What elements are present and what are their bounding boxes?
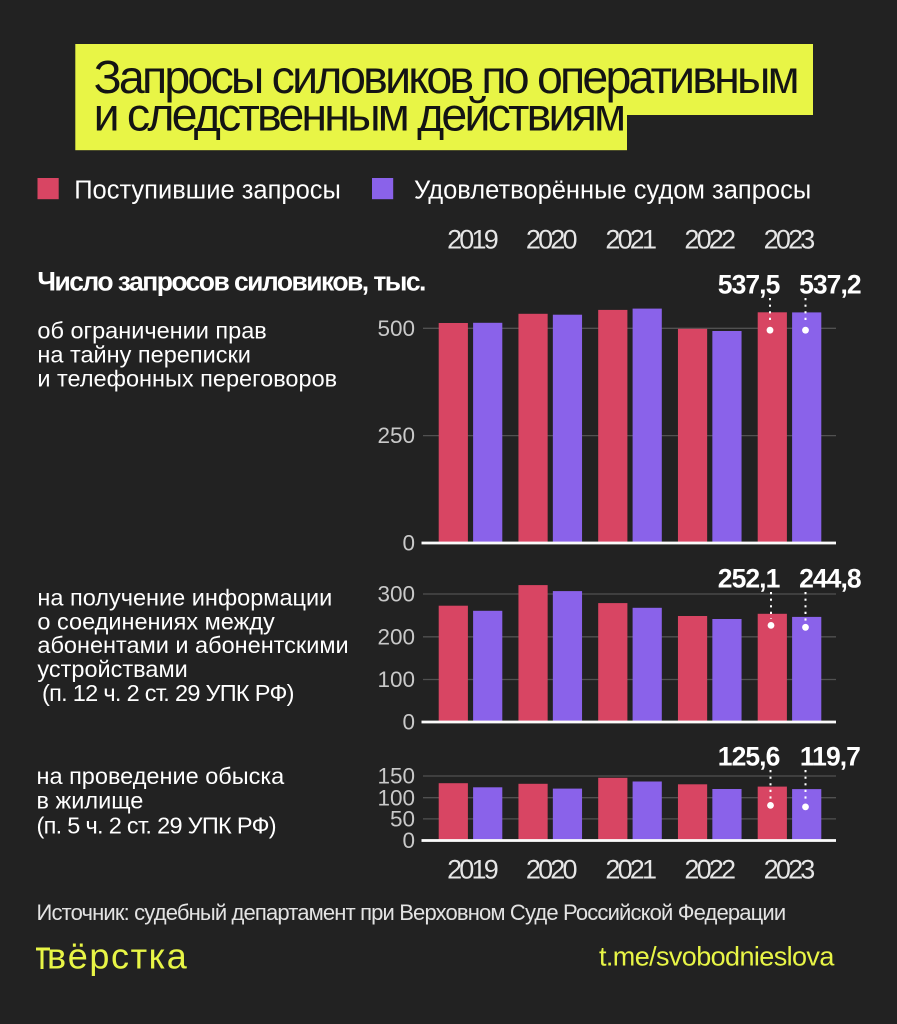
svg-text:252,1: 252,1 (718, 564, 780, 594)
svg-text:0: 0 (402, 531, 415, 556)
svg-text:2019: 2019 (447, 224, 498, 254)
svg-text:0: 0 (402, 828, 415, 853)
svg-text:537,5: 537,5 (718, 269, 780, 299)
svg-text:2023: 2023 (764, 224, 815, 254)
svg-text:2022: 2022 (684, 854, 735, 884)
svg-text:50: 50 (390, 807, 415, 832)
svg-text:2022: 2022 (684, 224, 735, 254)
svg-text:на получение информации: на получение информации (37, 584, 332, 610)
svg-text:(п. 12 ч. 2 ст. 29 УПК РФ): (п. 12 ч. 2 ст. 29 УПК РФ) (42, 680, 294, 706)
svg-text:о соединениях между: о соединениях между (37, 608, 275, 634)
svg-text:300: 300 (377, 582, 415, 607)
svg-text:2020: 2020 (526, 224, 577, 254)
svg-text:Запросы силовиков по оперативн: Запросы силовиков по оперативным (94, 51, 797, 103)
svg-text:устройствами: устройствами (37, 656, 187, 682)
svg-text:абонентами и абонентскими: абонентами и абонентскими (37, 632, 348, 658)
svg-text:Поступившие запросы: Поступившие запросы (74, 176, 341, 204)
svg-text:125,6: 125,6 (718, 742, 780, 772)
svg-text:Удовлетворённые судом запросы: Удовлетворённые судом запросы (414, 176, 811, 204)
svg-text:и следственным действиям: и следственным действиям (94, 89, 624, 141)
svg-text:об ограничении прав: об ограничении прав (37, 318, 266, 344)
svg-text:2021: 2021 (605, 854, 656, 884)
svg-text:537,2: 537,2 (799, 269, 861, 299)
svg-text:0: 0 (402, 710, 415, 735)
svg-text:2023: 2023 (764, 854, 815, 884)
svg-text:100: 100 (377, 667, 415, 692)
svg-text:2021: 2021 (605, 224, 656, 254)
svg-text:2019: 2019 (447, 854, 498, 884)
svg-text:Источник: судебный департамент: Источник: судебный департамент при Верхо… (37, 900, 786, 925)
svg-text:в жилище: в жилище (37, 787, 144, 813)
svg-text:и телефонных переговоров: и телефонных переговоров (37, 366, 337, 392)
svg-text:на проведение обыска: на проведение обыска (37, 763, 286, 789)
svg-text:119,7: 119,7 (800, 742, 860, 772)
svg-text:150: 150 (377, 764, 415, 789)
svg-text:250: 250 (377, 423, 415, 448)
svg-text:100: 100 (377, 785, 415, 810)
svg-text:Число запросов силовиков, тыс.: Число запросов силовиков, тыс. (37, 267, 425, 297)
svg-text:t.me/svobodnieslova: t.me/svobodnieslova (599, 941, 835, 971)
svg-text:2020: 2020 (526, 854, 577, 884)
svg-text:на тайну переписки: на тайну переписки (37, 342, 250, 368)
svg-text:244,8: 244,8 (799, 564, 861, 594)
svg-text:500: 500 (377, 316, 415, 341)
svg-text:вёрстка: вёрстка (47, 936, 188, 977)
svg-text:(п. 5 ч. 2 ст. 29 УПК РФ): (п. 5 ч. 2 ст. 29 УПК РФ) (37, 813, 276, 839)
svg-text:200: 200 (377, 624, 415, 649)
